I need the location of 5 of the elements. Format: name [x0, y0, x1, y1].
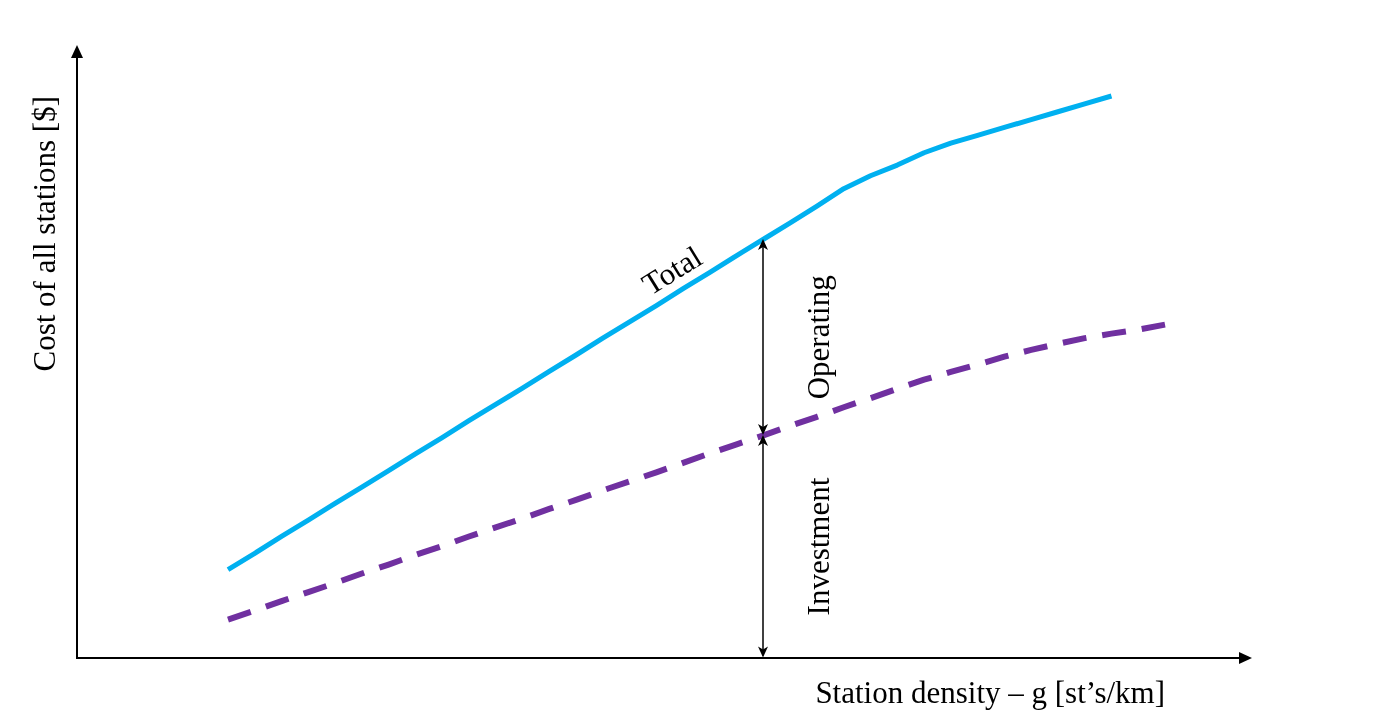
- annotation: Investment: [800, 477, 836, 616]
- text: Total: [635, 238, 708, 302]
- annotation: Operating: [800, 275, 836, 400]
- x-axis-title: Station density – g [st’s/km]: [815, 674, 1165, 710]
- y-axis-title: Cost of all stations [$]: [26, 96, 62, 372]
